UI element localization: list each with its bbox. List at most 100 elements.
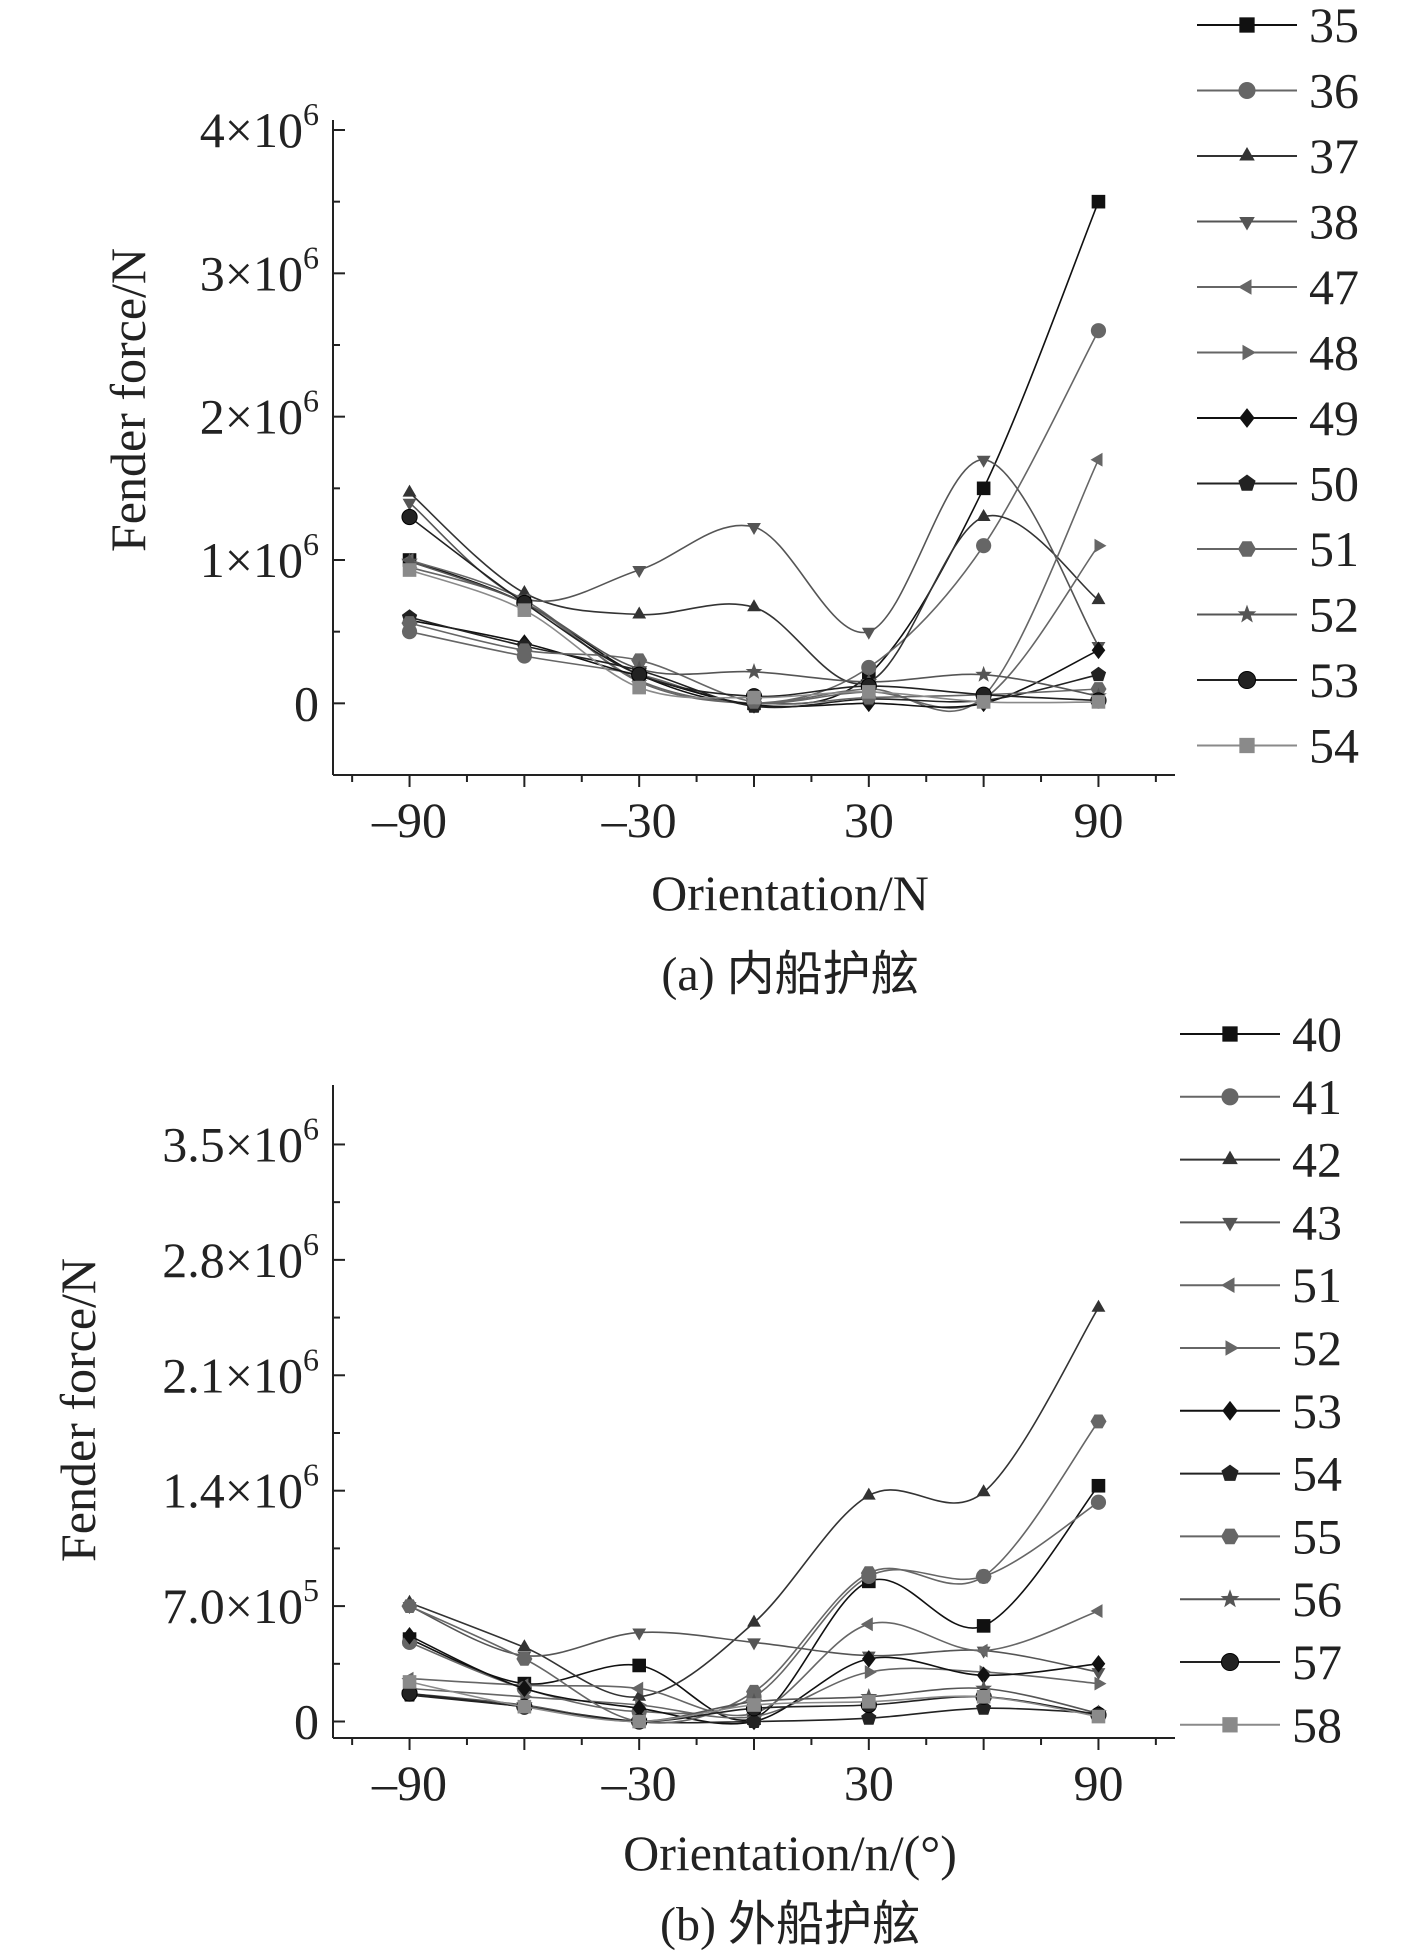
chart-a-point-52 xyxy=(745,663,763,679)
chart-a-legend-entry-50: 50 xyxy=(1197,456,1359,512)
chart-a-legend-marker-47 xyxy=(1238,279,1252,295)
chart-b-point-58 xyxy=(862,1694,876,1709)
chart-a-point-52 xyxy=(401,552,418,569)
chart-b-x-axis-title: Orientation/n/(°) xyxy=(623,1825,957,1881)
chart-a-x-tick-label: 90 xyxy=(1073,792,1123,848)
chart-a-legend-label-38: 38 xyxy=(1309,194,1359,250)
chart-b-y-tick-label-exp: 6 xyxy=(303,1226,319,1262)
chart-b-point-55 xyxy=(516,1651,533,1666)
chart-b-y-tick-label-exp: 6 xyxy=(303,1341,319,1377)
chart-b-point-42 xyxy=(1091,1299,1106,1312)
chart-b-legend-marker-41 xyxy=(1221,1088,1239,1106)
chart-a-series-line-38 xyxy=(408,458,1100,647)
chart-a-point-36 xyxy=(1090,323,1107,339)
chart-a-point-37 xyxy=(632,606,647,619)
chart-b-point-58 xyxy=(1091,1709,1106,1724)
chart-b-legend-entry-55: 55 xyxy=(1180,1508,1342,1564)
chart-a-y-tick-label: 4×106 xyxy=(200,96,319,158)
chart-b-point-40 xyxy=(1091,1478,1106,1493)
chart-b-point-42 xyxy=(747,1614,761,1627)
chart-a-legend-label-51: 51 xyxy=(1309,521,1359,577)
chart-b-y-tick-label-base: 7.0×10 xyxy=(162,1578,303,1634)
chart-a-y-tick-label-exp: 6 xyxy=(303,526,319,562)
chart-a-legend-entry-48: 48 xyxy=(1197,325,1359,381)
chart-a-legend-marker-35 xyxy=(1239,17,1255,33)
chart-a-x-tick-label: –30 xyxy=(601,792,677,848)
chart-a-point-54 xyxy=(402,563,417,577)
chart-a-series-line-37 xyxy=(408,491,1099,685)
chart-a-point-54 xyxy=(976,695,991,709)
chart-a-legend-marker-49 xyxy=(1239,408,1255,428)
chart-b-y-tick-label: 2.8×106 xyxy=(162,1226,319,1288)
chart-b-point-43 xyxy=(1091,1668,1106,1681)
chart-b-point-58 xyxy=(747,1698,761,1712)
chart-a-legend-entry-53: 53 xyxy=(1197,652,1359,708)
chart-b-legend-label-57: 57 xyxy=(1292,1634,1342,1690)
chart-a-legend-entry-38: 38 xyxy=(1197,194,1359,250)
chart-b-legend-entry-56: 56 xyxy=(1180,1571,1342,1627)
chart-a-y-tick-label-base: 2×10 xyxy=(200,389,303,445)
chart-b-point-51 xyxy=(860,1617,873,1632)
chart-a-point-37 xyxy=(402,484,417,497)
chart-a-point-54 xyxy=(862,685,876,699)
chart-a-legend-label-50: 50 xyxy=(1309,456,1359,512)
chart-b-point-42 xyxy=(861,1487,876,1500)
chart-b-point-53 xyxy=(517,1679,532,1698)
chart-a-legend-entry-37: 37 xyxy=(1197,128,1359,184)
chart-a-legend-marker-38 xyxy=(1239,217,1255,231)
chart-b-x-tick-label: 90 xyxy=(1073,1755,1123,1811)
chart-b-legend-marker-40 xyxy=(1222,1026,1238,1042)
chart-a-point-38 xyxy=(976,455,991,468)
chart-b-x-tick-label: –90 xyxy=(371,1755,447,1811)
chart-b-legend-entry-57: 57 xyxy=(1180,1634,1342,1690)
chart-b-point-51 xyxy=(1090,1604,1103,1618)
chart-a-point-54 xyxy=(517,603,532,617)
chart-a-legend-entry-36: 36 xyxy=(1197,63,1359,119)
chart-b-point-54 xyxy=(746,1713,762,1728)
chart-a-point-54 xyxy=(747,690,761,705)
chart-b-legend-label-55: 55 xyxy=(1292,1508,1342,1564)
chart-b-point-51 xyxy=(975,1643,988,1658)
chart-b-point-58 xyxy=(517,1699,532,1714)
chart-b-legend-marker-56 xyxy=(1220,1589,1240,1608)
chart-a-legend-entry-51: 51 xyxy=(1197,521,1359,577)
chart-a-legend-label-35: 35 xyxy=(1309,0,1359,53)
chart-b-point-42 xyxy=(632,1688,647,1701)
chart-b-legend-marker-58 xyxy=(1222,1717,1238,1733)
chart-b-point-55 xyxy=(860,1566,877,1581)
chart-a-y-tick-label-exp: 6 xyxy=(303,383,319,419)
chart-a-legend-label-37: 37 xyxy=(1309,128,1359,184)
chart-a-y-tick-label-exp: 6 xyxy=(303,239,319,275)
chart-a-point-35 xyxy=(1091,194,1106,209)
chart-a-point-48 xyxy=(1094,538,1107,553)
chart-b-point-51 xyxy=(631,1681,644,1696)
chart-a-point-47 xyxy=(1090,452,1103,467)
chart-a-legend-entry-49: 49 xyxy=(1197,390,1359,446)
chart-a-point-36 xyxy=(861,659,877,676)
chart-b-y-tick-label: 0 xyxy=(294,1694,319,1750)
chart-b-legend-entry-40: 40 xyxy=(1180,1006,1342,1062)
chart-b-point-58 xyxy=(976,1689,991,1704)
chart-a-series-35 xyxy=(402,194,1106,711)
chart-b-legend-entry-54: 54 xyxy=(1180,1446,1342,1502)
chart-b-legend-marker-57 xyxy=(1220,1652,1240,1672)
chart-b-legend-marker-51 xyxy=(1221,1277,1235,1293)
chart-b-x-tick-label: 30 xyxy=(844,1755,894,1811)
chart-b-point-52 xyxy=(1094,1676,1107,1691)
chart-a-y-tick-label-base: 0 xyxy=(294,675,319,731)
chart-a-legend-marker-37 xyxy=(1239,147,1255,161)
chart-b-y-tick-label-base: 2.1×10 xyxy=(162,1347,303,1403)
chart-b-legend-entry-52: 52 xyxy=(1180,1320,1342,1376)
chart-a-legend-marker-36 xyxy=(1238,81,1256,100)
chart-a-series-54 xyxy=(402,563,1106,709)
chart-a-x-tick-label: 30 xyxy=(844,792,894,848)
chart-b-y-tick-label-base: 2.8×10 xyxy=(162,1232,303,1288)
chart-b-point-42 xyxy=(517,1639,532,1652)
chart-a-caption: (a) 内船护舷 xyxy=(661,948,918,1001)
chart-a-y-axis-title: Fender force/N xyxy=(100,248,156,552)
chart-b-y-tick-label-base: 1.4×10 xyxy=(162,1463,303,1519)
chart-a-legend-marker-50 xyxy=(1238,474,1256,491)
chart-b-point-55 xyxy=(746,1684,762,1699)
chart-a-point-53 xyxy=(401,508,418,526)
